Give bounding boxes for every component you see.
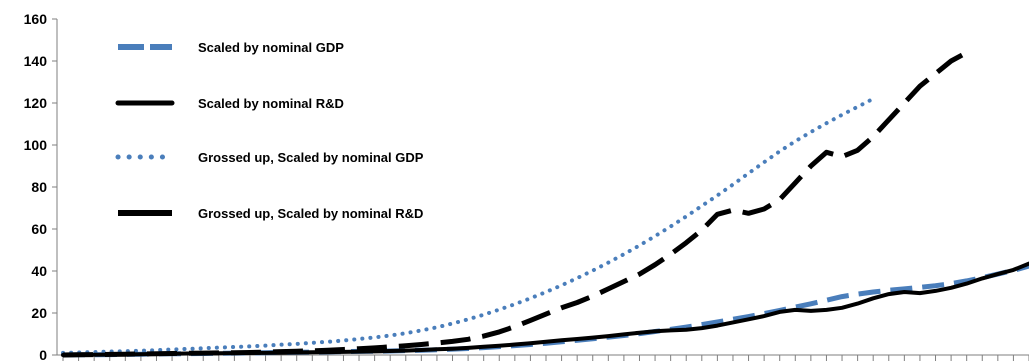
chart-series	[61, 50, 1029, 358]
y-tick-label: 40	[31, 263, 47, 279]
y-tick-label: 20	[31, 305, 47, 321]
series-line-4	[62, 50, 968, 358]
y-tick-label: 160	[24, 11, 48, 27]
legend-label-4: Grossed up, Scaled by nominal R&D	[198, 206, 423, 221]
y-tick-label: 0	[39, 347, 47, 363]
series-line-3	[61, 96, 876, 355]
legend-label-1: Scaled by nominal GDP	[198, 40, 344, 55]
chart-axes: 0 20 40 60 80 100 120 140 160	[24, 11, 1029, 363]
chart-legend: Scaled by nominal GDP Scaled by nominal R…	[115, 40, 424, 221]
legend-label-2: Scaled by nominal R&D	[198, 96, 344, 111]
y-tick-label: 60	[31, 221, 47, 237]
series-line-2	[61, 261, 1029, 357]
y-tick-label: 120	[24, 95, 48, 111]
y-tick-label: 140	[24, 53, 48, 69]
y-tick-label: 100	[24, 137, 48, 153]
legend-label-3: Grossed up, Scaled by nominal GDP	[198, 150, 424, 165]
y-tick-label: 80	[31, 179, 47, 195]
